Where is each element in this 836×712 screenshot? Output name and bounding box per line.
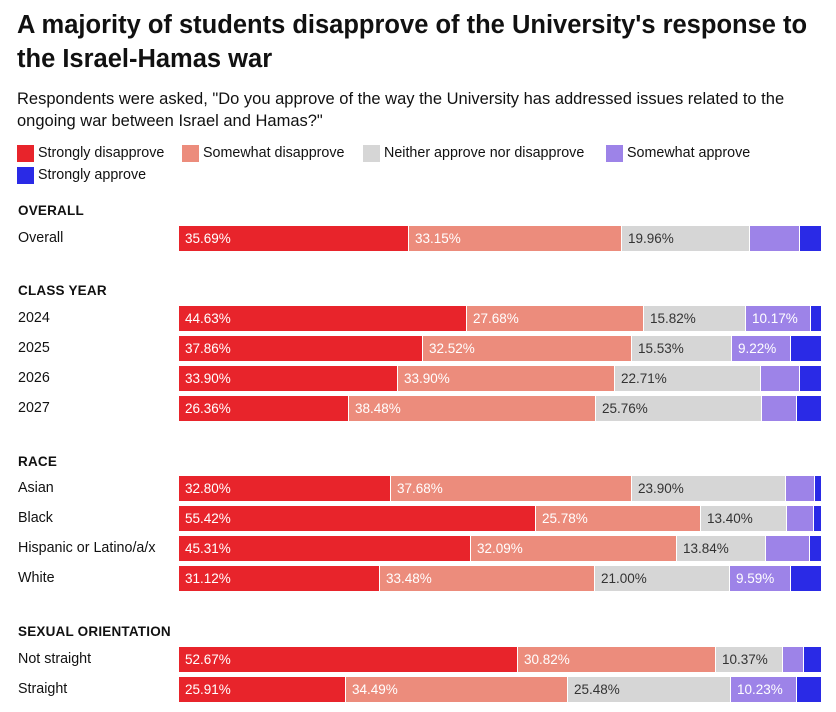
row-label-overall: Overall (18, 230, 64, 246)
legend-swatch-strongly-approve (17, 166, 34, 184)
legend-label-strongly-approve: Strongly approve (38, 167, 147, 183)
bar-segment-asian-somewhat-approve (785, 476, 814, 501)
bar-segment-black-somewhat-disapprove: 25.78% (535, 506, 700, 531)
bar-segment-white-strongly-approve (790, 566, 821, 591)
row-label-2026: 2026 (18, 370, 50, 386)
legend-label-somewhat-approve: Somewhat approve (627, 145, 751, 161)
bar-segment-hispanic-or-latino-a-x-somewhat-approve (765, 536, 809, 561)
row-label-not-straight: Not straight (18, 651, 92, 667)
bar-segment-overall-strongly-disapprove: 35.69% (179, 226, 408, 251)
legend-item-strongly-approve: Strongly approve (17, 166, 146, 184)
bar-segment-2024-somewhat-approve: 10.17% (745, 306, 810, 331)
bar-asian: 32.80% 37.68% 23.90% (179, 476, 821, 501)
bar-segment-straight-strongly-disapprove: 25.91% (179, 677, 345, 702)
bar-2024: 44.63% 27.68% 15.82% 10.17% (179, 306, 821, 331)
legend-item-somewhat-disapprove: Somewhat disapprove (182, 144, 344, 162)
bar-segment-2025-strongly-disapprove: 37.86% (179, 336, 422, 361)
bar-segment-2024-strongly-disapprove: 44.63% (179, 306, 466, 331)
row-label-2027: 2027 (18, 400, 50, 416)
bar-segment-2025-somewhat-approve: 9.22% (731, 336, 790, 361)
bar-segment-black-neither-approve-nor-disapprove: 13.40% (700, 506, 786, 531)
chart-subtitle: Respondents were asked, "Do you approve … (17, 90, 785, 130)
row-label-2025: 2025 (18, 340, 50, 356)
bar-segment-not-straight-strongly-disapprove: 52.67% (179, 647, 517, 672)
bar-segment-2027-strongly-approve (796, 396, 821, 421)
group-header-class-year: CLASS YEAR (18, 283, 107, 298)
bar-segment-black-somewhat-approve (786, 506, 813, 531)
group-header-overall: OVERALL (18, 203, 84, 218)
bar-segment-2025-strongly-approve (790, 336, 821, 361)
row-label-2024: 2024 (18, 310, 50, 326)
bar-segment-not-straight-somewhat-approve (782, 647, 803, 672)
bar-white: 31.12% 33.48% 21.00% 9.59% (179, 566, 821, 591)
bar-segment-straight-somewhat-disapprove: 34.49% (345, 677, 567, 702)
row-label-black: Black (18, 510, 53, 526)
bar-segment-overall-somewhat-disapprove: 33.15% (408, 226, 621, 251)
chart-title: A majority of students disapprove of the… (17, 11, 808, 73)
bar-segment-overall-somewhat-approve (749, 226, 799, 251)
row-label-hispanic-or-latino-a-x: Hispanic or Latino/a/x (18, 540, 156, 556)
legend-item-strongly-disapprove: Strongly disapprove (17, 144, 164, 162)
bar-segment-black-strongly-disapprove: 55.42% (179, 506, 535, 531)
bar-segment-hispanic-or-latino-a-x-somewhat-disapprove: 32.09% (470, 536, 676, 561)
bar-segment-asian-somewhat-disapprove: 37.68% (390, 476, 631, 501)
bar-segment-2027-neither-approve-nor-disapprove: 25.76% (595, 396, 761, 421)
row-label-asian: Asian (18, 480, 54, 496)
bar-segment-2027-somewhat-approve (761, 396, 796, 421)
legend-label-neither: Neither approve nor disapprove (384, 145, 585, 161)
bar-2027: 26.36% 38.48% 25.76% (179, 396, 821, 421)
bar-segment-hispanic-or-latino-a-x-neither-approve-nor-disapprove: 13.84% (676, 536, 765, 561)
row-label-straight: Straight (18, 681, 68, 697)
bar-segment-straight-neither-approve-nor-disapprove: 25.48% (567, 677, 730, 702)
bar-segment-hispanic-or-latino-a-x-strongly-approve (809, 536, 821, 561)
bar-segment-2027-somewhat-disapprove: 38.48% (348, 396, 595, 421)
bar-segment-asian-strongly-approve (814, 476, 821, 501)
legend-swatch-neither (363, 144, 380, 162)
bar-segment-white-neither-approve-nor-disapprove: 21.00% (594, 566, 729, 591)
bar-segment-asian-strongly-disapprove: 32.80% (179, 476, 390, 501)
bar-segment-2026-neither-approve-nor-disapprove: 22.71% (614, 366, 760, 391)
bar-segment-not-straight-somewhat-disapprove: 30.82% (517, 647, 715, 672)
bar-segment-2024-somewhat-disapprove: 27.68% (466, 306, 643, 331)
bar-segment-white-somewhat-disapprove: 33.48% (379, 566, 594, 591)
bar-segment-2024-neither-approve-nor-disapprove: 15.82% (643, 306, 745, 331)
row-label-white: White (18, 570, 55, 586)
bar-2026: 33.90% 33.90% 22.71% (179, 366, 821, 391)
bar-segment-2026-somewhat-approve (760, 366, 799, 391)
bar-straight: 25.91% 34.49% 25.48% 10.23% (179, 677, 821, 702)
bar-segment-black-strongly-approve (813, 506, 821, 531)
bar-segment-hispanic-or-latino-a-x-strongly-disapprove: 45.31% (179, 536, 470, 561)
bar-segment-white-somewhat-approve: 9.59% (729, 566, 790, 591)
legend-label-strongly-disapprove: Strongly disapprove (38, 145, 165, 161)
bar-overall: 35.69% 33.15% 19.96% (179, 226, 821, 251)
bar-segment-2024-strongly-approve (810, 306, 821, 331)
bar-segment-2026-strongly-approve (799, 366, 821, 391)
bar-segment-straight-strongly-approve (796, 677, 821, 702)
bar-segment-not-straight-strongly-approve (803, 647, 821, 672)
legend-item-neither: Neither approve nor disapprove (363, 144, 584, 162)
group-header-race: RACE (18, 454, 58, 469)
bar-segment-2026-somewhat-disapprove: 33.90% (397, 366, 614, 391)
bar-segment-asian-neither-approve-nor-disapprove: 23.90% (631, 476, 785, 501)
bar-not-straight: 52.67% 30.82% 10.37% (179, 647, 821, 672)
bar-segment-2025-neither-approve-nor-disapprove: 15.53% (631, 336, 731, 361)
legend-label-somewhat-disapprove: Somewhat disapprove (203, 145, 345, 161)
bar-2025: 37.86% 32.52% 15.53% 9.22% (179, 336, 821, 361)
group-header-sexual-orientation: SEXUAL ORIENTATION (18, 624, 171, 639)
bar-segment-white-strongly-disapprove: 31.12% (179, 566, 379, 591)
bar-segment-2027-strongly-disapprove: 26.36% (179, 396, 348, 421)
bar-segment-2026-strongly-disapprove: 33.90% (179, 366, 397, 391)
legend-swatch-somewhat-disapprove (182, 144, 199, 162)
bar-segment-not-straight-neither-approve-nor-disapprove: 10.37% (715, 647, 782, 672)
bar-segment-overall-strongly-approve (799, 226, 821, 251)
legend-item-somewhat-approve: Somewhat approve (606, 144, 750, 162)
bar-segment-straight-somewhat-approve: 10.23% (730, 677, 796, 702)
legend-swatch-somewhat-approve (606, 144, 623, 162)
bar-segment-2025-somewhat-disapprove: 32.52% (422, 336, 631, 361)
bar-black: 55.42% 25.78% 13.40% (179, 506, 821, 531)
bar-segment-overall-neither-approve-nor-disapprove: 19.96% (621, 226, 749, 251)
legend-swatch-strongly-disapprove (17, 144, 34, 162)
bar-hispanic-or-latino-a-x: 45.31% 32.09% 13.84% (179, 536, 821, 561)
